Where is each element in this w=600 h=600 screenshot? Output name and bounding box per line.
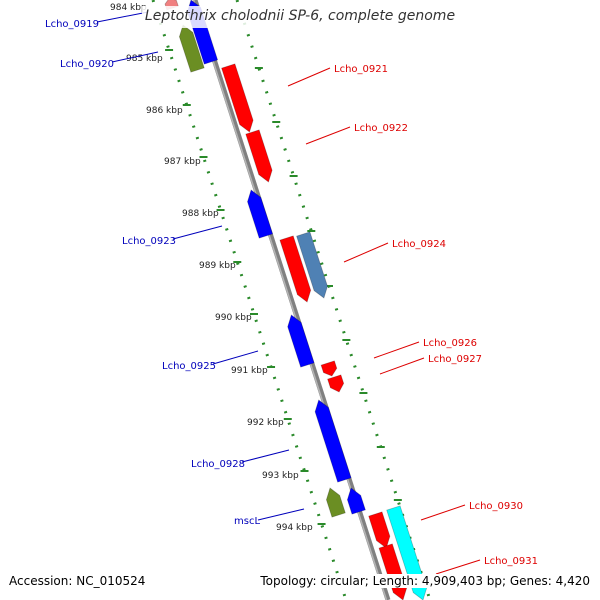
gene-label-leader-line (96, 11, 149, 23)
gene-label-lcho-0923: Lcho_0923 (122, 236, 176, 247)
gene-label-mscl: mscL (234, 516, 260, 527)
gene-lcho-0927-block (327, 374, 345, 393)
gene-label-leader-line (287, 67, 331, 87)
inner-dotted-track (151, 0, 348, 600)
gene-lcho-0930-block (368, 511, 391, 549)
gene-label-lcho-0926: Lcho_0926 (423, 338, 477, 349)
gene-label-leader-line (241, 449, 290, 463)
kbp-tick-label: 987 kbp (164, 157, 201, 167)
gene-label-lcho-0920: Lcho_0920 (60, 59, 114, 70)
gene-label-leader-line (379, 357, 425, 375)
gene-label-lcho-0927: Lcho_0927 (428, 354, 482, 365)
gene-label-leader-line (373, 341, 420, 359)
kbp-tick-label: 994 kbp (276, 523, 313, 533)
kbp-tick-label: 991 kbp (231, 366, 268, 376)
gene-label-leader-line (420, 504, 466, 521)
gene-label-leader-line (257, 508, 305, 521)
gene-lcho-0921-block (221, 63, 254, 133)
gene-lcho-0922-block (245, 129, 273, 183)
kbp-tick-label: 989 kbp (199, 261, 236, 271)
accession-text: Accession: NC_010524 (9, 574, 146, 588)
gene-label-lcho-0925: Lcho_0925 (162, 361, 216, 372)
gene-label-lcho-0924: Lcho_0924 (392, 239, 446, 250)
gene-label-lcho-0931: Lcho_0931 (484, 556, 538, 567)
kbp-tick-label: 985 kbp (126, 54, 163, 64)
kbp-tick-label: 990 kbp (215, 313, 252, 323)
gene-label-leader-line (435, 559, 481, 575)
gene-label-leader-line (212, 350, 259, 365)
gene-lcho-0924-block (279, 235, 312, 303)
genome-title: Leptothrix cholodnii SP-6, complete geno… (144, 8, 456, 24)
kbp-tick-label: 984 kbp (110, 3, 147, 13)
gene-lcho-0925-block (287, 314, 315, 368)
gene-label-leader-line (305, 126, 351, 145)
kbp-tick-label: 992 kbp (247, 418, 284, 428)
gene-label-lcho-0928: Lcho_0928 (191, 459, 245, 470)
gene-lcho-0924-steel-block (296, 231, 328, 299)
gene-label-lcho-0930: Lcho_0930 (469, 501, 523, 512)
gene-label-lcho-0922: Lcho_0922 (354, 123, 408, 134)
gene-lcho-0920-block (178, 24, 205, 73)
gene-mscl-olive-block (325, 487, 346, 518)
title-background (142, 6, 458, 28)
gene-label-leader-line (111, 51, 159, 63)
gene-label-leader-line (343, 242, 389, 263)
gene-label-leader-line (172, 225, 223, 240)
gene-label-lcho-0919: Lcho_0919 (45, 19, 99, 30)
gene-lcho-0923-block (247, 189, 274, 239)
gene-lcho-0926-block (320, 360, 338, 377)
kbp-tick-label: 988 kbp (182, 209, 219, 219)
gene-mscl-block (346, 487, 366, 515)
gene-lcho-0928-block (314, 399, 352, 483)
gene-label-lcho-0921: Lcho_0921 (334, 64, 388, 75)
genome-summary-text: Topology: circular; Length: 4,909,403 bp… (260, 574, 590, 588)
kbp-tick-label: 993 kbp (262, 471, 299, 481)
kbp-tick-label: 986 kbp (146, 106, 183, 116)
